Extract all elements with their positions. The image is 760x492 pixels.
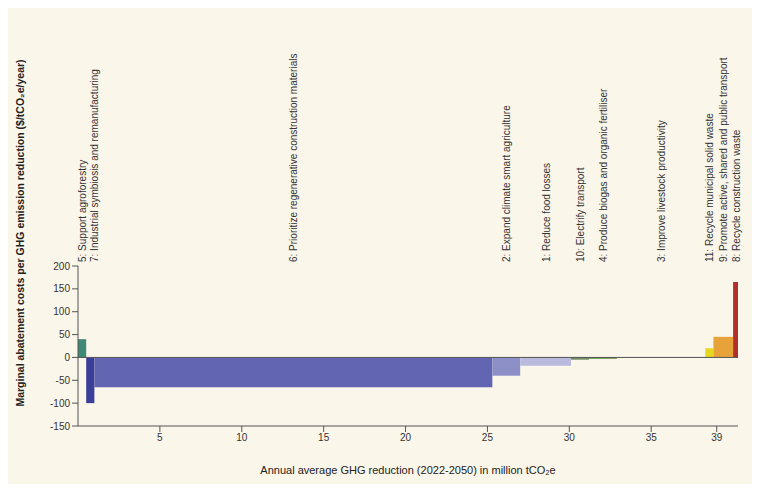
svg-text:5: Support agroforestry: 5: Support agroforestry (77, 160, 88, 262)
svg-text:100: 100 (53, 306, 70, 317)
svg-text:-50: -50 (56, 375, 71, 386)
svg-text:50: 50 (59, 329, 71, 340)
svg-text:39: 39 (711, 432, 723, 443)
svg-text:0: 0 (64, 352, 70, 363)
svg-text:6: Prioritize regenerative con: 6: Prioritize regenerative construction … (288, 54, 299, 262)
svg-text:150: 150 (53, 283, 70, 294)
svg-text:25: 25 (482, 432, 494, 443)
svg-text:20: 20 (400, 432, 412, 443)
svg-text:3: Improve livestock productiv: 3: Improve livestock productivity (656, 120, 667, 262)
svg-text:5: 5 (157, 432, 163, 443)
svg-text:30: 30 (564, 432, 576, 443)
svg-text:11: Recycle municipal solid wa: 11: Recycle municipal solid waste (704, 113, 715, 262)
svg-text:35: 35 (646, 432, 658, 443)
svg-text:-100: -100 (50, 398, 70, 409)
svg-text:9: Promote active, shared and: 9: Promote active, shared and public tra… (718, 57, 729, 262)
svg-text:10: 10 (236, 432, 248, 443)
svg-text:10: Electrify transport: 10: Electrify transport (575, 167, 586, 262)
svg-text:-150: -150 (50, 421, 70, 432)
svg-text:7: Industrial symbiosis and re: 7: Industrial symbiosis and remanufactur… (89, 69, 100, 262)
svg-text:Annual average GHG reduction (: Annual average GHG reduction (2022-2050)… (260, 464, 555, 476)
svg-text:15: 15 (318, 432, 330, 443)
svg-text:4: Produce biogas and organic: 4: Produce biogas and organic fertiliser (598, 88, 609, 262)
svg-text:Marginal abatement costs per G: Marginal abatement costs per GHG emissio… (14, 59, 26, 406)
svg-text:2: Expand climate smart agricu: 2: Expand climate smart agriculture (501, 105, 512, 262)
svg-text:200: 200 (53, 261, 70, 272)
svg-text:8: Recycle construction waste: 8: Recycle construction waste (731, 129, 742, 262)
svg-text:1: Reduce food losses: 1: Reduce food losses (541, 163, 552, 262)
